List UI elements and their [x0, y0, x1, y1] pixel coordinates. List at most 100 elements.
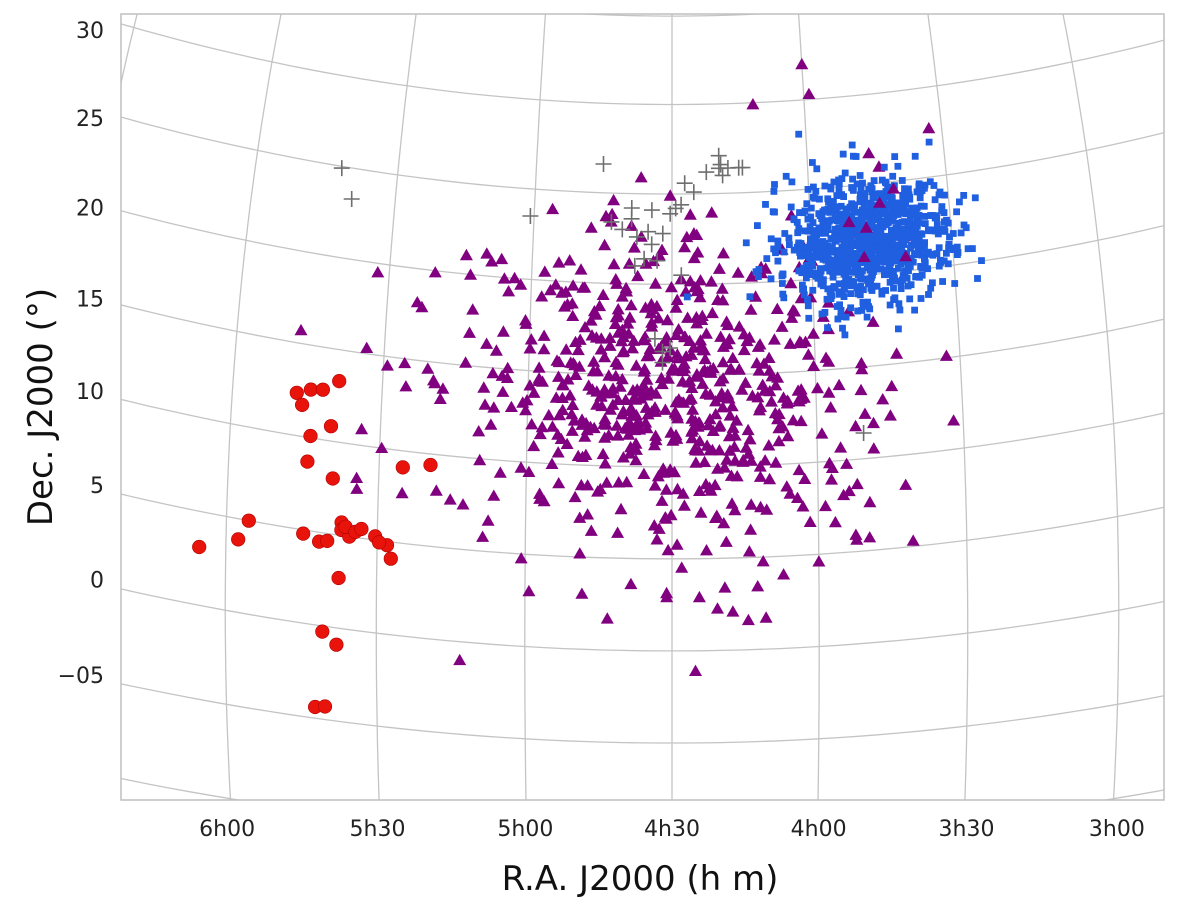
purple-triangle-point: [706, 361, 720, 374]
purple-triangle-point: [724, 362, 738, 374]
purple-triangle-point: [753, 460, 767, 472]
purple-triangle-point: [705, 206, 719, 218]
purple-triangle-point: [681, 311, 695, 323]
purple-triangle-point: [694, 274, 707, 286]
blue-square-point: [841, 331, 849, 339]
blue-square-point: [827, 295, 835, 302]
purple-triangle-point: [519, 317, 533, 329]
purple-triangle-point: [399, 380, 413, 392]
purple-triangle-point: [594, 390, 608, 402]
blue-square-point: [824, 324, 831, 332]
blue-square-point: [752, 268, 760, 276]
blue-square-point: [886, 301, 894, 309]
purple-triangle-point: [828, 515, 842, 528]
blue-square-point: [915, 234, 923, 242]
blue-square-point: [900, 240, 908, 248]
purple-triangle-point: [819, 499, 832, 512]
purple-triangle-point: [763, 472, 777, 485]
purple-triangle-point: [615, 372, 629, 385]
purple-triangle-point: [672, 323, 686, 335]
blue-square-point: [868, 260, 876, 267]
plot-background: [121, 14, 1164, 800]
blue-square-point: [840, 293, 848, 300]
blue-square-point: [898, 225, 906, 233]
purple-triangle-point: [791, 491, 804, 503]
blue-square-point: [876, 190, 884, 197]
blue-square-point: [780, 248, 788, 256]
blue-square-point: [927, 284, 935, 292]
purple-triangle-point: [563, 254, 577, 266]
blue-square-point: [921, 243, 928, 251]
purple-triangle-point: [812, 555, 826, 567]
blue-square-point: [804, 302, 812, 310]
purple-triangle-point: [849, 419, 863, 432]
purple-triangle-point: [493, 466, 507, 478]
purple-triangle-point: [375, 441, 389, 453]
purple-triangle-point: [609, 310, 623, 323]
blue-square-point: [915, 219, 923, 227]
blue-square-point: [898, 218, 906, 226]
purple-triangle-point: [798, 472, 812, 484]
blue-square-point: [801, 227, 808, 235]
blue-square-point: [800, 250, 807, 258]
y-tick-label: 15: [76, 288, 104, 313]
gray-cross-point: [626, 257, 643, 274]
blue-square-point: [785, 234, 793, 242]
blue-square-point: [852, 153, 860, 160]
red-circle-point: [241, 513, 256, 528]
purple-triangle-point: [587, 305, 601, 317]
purple-triangle-point: [464, 268, 477, 280]
purple-triangle-point: [700, 439, 714, 451]
purple-triangle-point: [640, 373, 654, 385]
blue-square-point: [795, 267, 803, 275]
purple-triangle-point: [706, 424, 720, 436]
purple-triangle-point: [605, 386, 619, 398]
purple-triangle-point: [693, 434, 707, 447]
blue-square-point: [831, 216, 839, 224]
purple-triangle-point: [514, 278, 528, 290]
blue-square-point: [857, 183, 865, 191]
purple-triangle-point: [634, 171, 648, 183]
purple-triangle-point: [566, 279, 580, 291]
blue-square-point: [787, 203, 795, 211]
purple-triangle-point: [627, 391, 641, 403]
blue-square-point: [809, 286, 817, 294]
purple-triangle-point: [622, 327, 636, 339]
purple-triangle-point: [726, 421, 740, 433]
red-circle-point: [383, 551, 398, 566]
purple-triangle-point: [631, 269, 645, 282]
purple-triangle-point: [770, 302, 784, 314]
purple-triangle-point: [687, 227, 701, 239]
gray-cross-point: [673, 196, 690, 213]
purple-triangle-point: [690, 317, 704, 329]
purple-triangle-point: [533, 492, 547, 504]
blue-square-point: [898, 177, 906, 184]
purple-triangle-point: [710, 509, 724, 521]
purple-triangle-point: [542, 408, 556, 421]
blue-square-point: [871, 216, 879, 224]
purple-triangle-point: [671, 412, 685, 424]
purple-triangle-point: [652, 312, 666, 324]
purple-triangle-point: [858, 407, 872, 419]
blue-square-point: [884, 192, 892, 200]
purple-triangle-point: [750, 356, 764, 369]
blue-square-point: [842, 313, 850, 321]
purple-triangle-point: [660, 331, 674, 343]
purple-triangle-point: [598, 431, 612, 443]
blue-square-point: [804, 296, 811, 303]
blue-square-point: [895, 300, 903, 308]
purple-triangle-point: [453, 653, 467, 666]
purple-triangle-point: [566, 398, 580, 410]
blue-square-point: [859, 179, 866, 187]
purple-triangle-point: [566, 356, 580, 369]
blue-square-point: [683, 293, 691, 301]
blue-square-point: [941, 191, 948, 199]
blue-square-point: [837, 306, 845, 314]
purple-triangle-point: [614, 502, 628, 515]
purple-triangle-point: [552, 256, 566, 268]
purple-triangle-point: [832, 378, 846, 391]
purple-triangle-point: [716, 356, 730, 368]
purple-triangle-point: [421, 362, 435, 374]
purple-triangle-point: [294, 323, 308, 336]
purple-triangle-point: [795, 57, 809, 70]
